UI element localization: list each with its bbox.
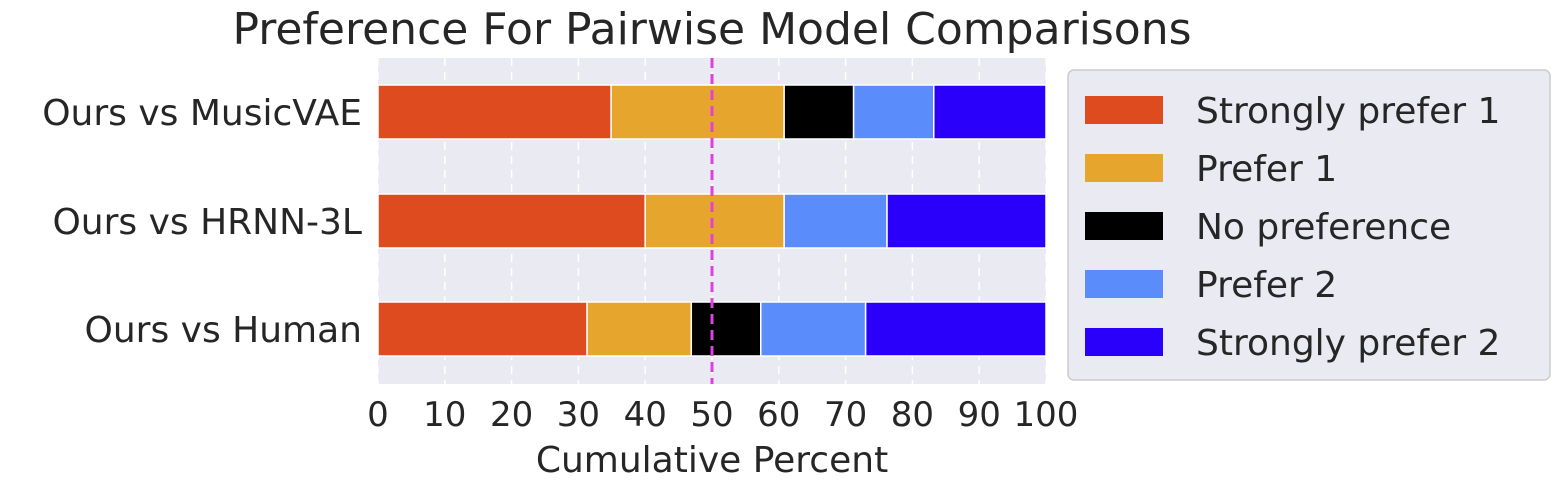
x-tick-label: 70 — [824, 395, 867, 435]
bar-segment — [783, 84, 855, 140]
legend-label: Prefer 1 — [1196, 149, 1337, 190]
bars — [377, 84, 1047, 357]
x-tick-label: 100 — [1014, 395, 1079, 435]
category-label: Ours vs MusicVAE — [42, 93, 362, 134]
legend-label: No preference — [1196, 207, 1451, 248]
legend-swatch — [1085, 212, 1163, 240]
legend-label: Prefer 2 — [1196, 265, 1337, 306]
legend-label: Strongly prefer 2 — [1196, 323, 1500, 364]
x-tick-label: 20 — [490, 395, 533, 435]
bar-segment — [690, 301, 762, 357]
category-label: Ours vs HRNN-3L — [52, 202, 362, 243]
bar-segment — [586, 301, 693, 357]
bar-segment — [783, 193, 888, 249]
bar-segment — [864, 301, 1047, 357]
legend-frame — [1067, 69, 1551, 381]
legend: Strongly prefer 1 Prefer 1 No preference Pr… — [1067, 69, 1551, 381]
x-tick-label: 50 — [690, 395, 733, 435]
x-tick-label: 0 — [367, 395, 389, 435]
bar-segment — [377, 84, 612, 140]
legend-label: Strongly prefer 1 — [1196, 91, 1500, 132]
chart-title: Preference For Pairwise Model Comparison… — [232, 4, 1191, 55]
x-axis-label: Cumulative Percent — [536, 440, 888, 481]
x-tick-label: 10 — [423, 395, 466, 435]
bar-segment — [610, 84, 785, 140]
legend-swatch — [1085, 96, 1163, 124]
legend-swatch — [1085, 154, 1163, 182]
x-tick-label: 40 — [624, 395, 667, 435]
bar-segment — [377, 301, 588, 357]
bar-segment — [886, 193, 1047, 249]
bar-segment — [760, 301, 867, 357]
legend-swatch — [1085, 270, 1163, 298]
legend-swatch — [1085, 328, 1163, 356]
category-label: Ours vs Human — [85, 310, 363, 351]
x-tick-labels: 0 10 20 30 40 50 60 70 80 90 100 — [367, 395, 1078, 435]
bar-segment — [644, 193, 785, 249]
bar-segment — [852, 84, 935, 140]
bar-segment — [933, 84, 1047, 140]
bar-segment — [377, 193, 646, 249]
x-tick-label: 60 — [757, 395, 800, 435]
x-tick-label: 30 — [557, 395, 600, 435]
x-tick-label: 90 — [958, 395, 1001, 435]
category-labels: Ours vs MusicVAE Ours vs HRNN-3L Ours vs H… — [42, 93, 362, 351]
x-tick-label: 80 — [891, 395, 934, 435]
